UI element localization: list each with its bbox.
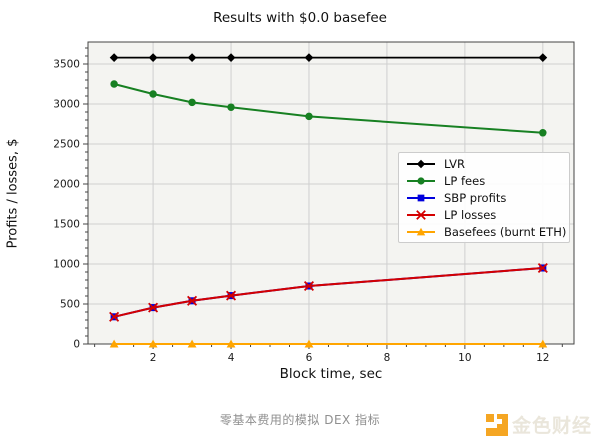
tick-labels: 2 4 6 8 10 12 0 500 1000 1500 2000 2500 3000 3500 [53,59,549,365]
watermark-text: 金色财经 [512,415,593,437]
series-basefees-burnt-eth [109,339,548,348]
x-tick-label: 10 [458,352,471,364]
x-tick-label: 4 [228,352,235,364]
series-lp-fees [110,80,547,137]
x-tick-label: 8 [384,352,391,364]
legend-entry-basefees-burnt-eth: Basefees (burnt ETH) [406,224,569,239]
legend-entry-lp-losses: LP losses [406,207,569,222]
y-tick-label: 1000 [53,259,80,271]
x-tick-label: 12 [536,352,549,364]
series-lvr [109,53,548,62]
y-tick-label: 3500 [53,59,80,71]
legend: LVR LP fees SBP profits LP losses Basefees (… [398,152,570,243]
y-tick-label: 0 [73,339,80,351]
x-tick-label: 6 [306,352,313,364]
y-tick-label: 2000 [53,179,80,191]
legend-label: Basefees (burnt ETH) [444,224,567,239]
y-tick-label: 500 [60,299,80,311]
caption: 零基本费用的模拟 DEX 指标 [219,413,381,427]
y-axis-label: Profits / losses, $ [5,138,21,249]
circle-marker-icon [407,176,435,185]
y-tick-label: 3000 [53,99,80,111]
x-marker-icon [407,209,435,220]
legend-label: LP losses [444,207,497,222]
legend-entry-lvr: LVR [406,156,569,171]
x-axis-label: Block time, sec [279,366,383,382]
square-marker-icon [407,194,435,201]
chart-title: Results with $0.0 basefee [213,10,387,26]
legend-entry-lp-fees: LP fees [406,173,569,188]
series-lp-losses [109,262,548,322]
y-tick-label: 1500 [53,219,80,231]
legend-label: LP fees [444,173,486,188]
y-tick-label: 2500 [53,139,80,151]
triangle-marker-icon [407,227,435,235]
legend-label: SBP profits [444,190,507,205]
watermark: 金色财经 [486,411,592,438]
legend-entry-sbp-profits: SBP profits [406,190,569,205]
diamond-marker-icon [407,159,435,168]
legend-label: LVR [444,156,466,171]
axis-ticks [83,47,563,349]
x-tick-label: 2 [150,352,157,364]
jinse-logo-icon [486,413,508,436]
